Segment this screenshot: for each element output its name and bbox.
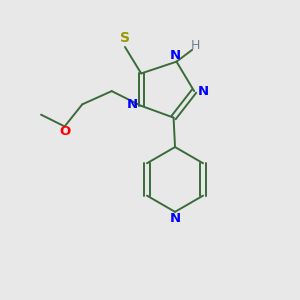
Text: N: N	[197, 85, 208, 98]
Text: methoxy: methoxy	[0, 299, 1, 300]
Text: O: O	[59, 125, 70, 138]
Text: N: N	[169, 212, 181, 225]
Text: S: S	[120, 31, 130, 45]
Text: H: H	[191, 39, 200, 52]
Text: N: N	[169, 49, 181, 62]
Text: N: N	[127, 98, 138, 111]
